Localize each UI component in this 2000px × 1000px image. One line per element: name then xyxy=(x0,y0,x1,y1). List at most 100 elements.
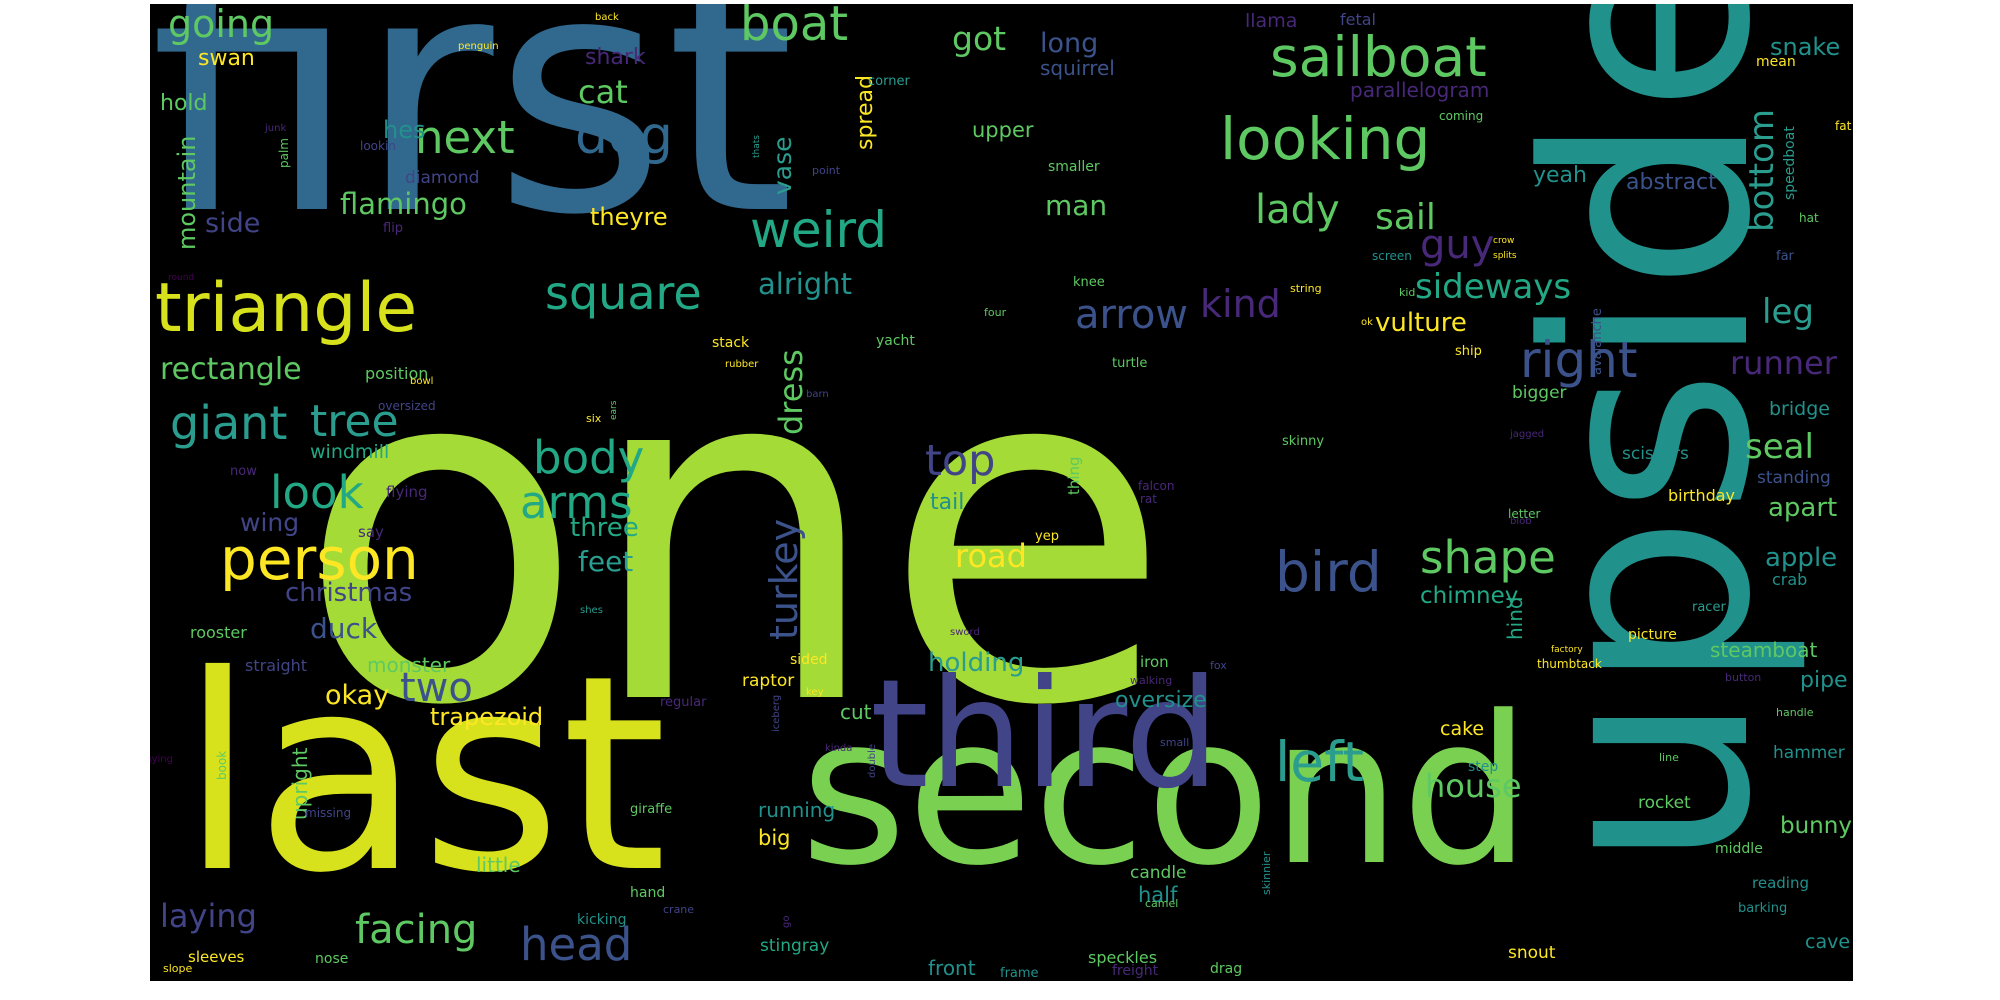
word-thing: thing xyxy=(1065,456,1083,495)
word-snout: snout xyxy=(1508,943,1556,963)
word-arms: arms xyxy=(520,476,633,529)
word-diamond: diamond xyxy=(405,168,480,188)
word-cake: cake xyxy=(1440,718,1485,740)
word-snake: snake xyxy=(1770,33,1841,61)
word-cat: cat xyxy=(578,73,628,111)
word-flip: flip xyxy=(383,221,404,236)
word-button: button xyxy=(1725,671,1762,684)
word-person: person xyxy=(220,525,419,593)
word-iceberg: iceberg xyxy=(771,694,782,732)
word-half: half xyxy=(1138,883,1178,907)
word-skinny: skinny xyxy=(1282,434,1325,449)
word-mean: mean xyxy=(1756,54,1796,70)
word-camel: camel xyxy=(1145,897,1179,910)
word-facing: facing xyxy=(355,907,478,953)
word-arrow: arrow xyxy=(1075,292,1189,338)
word-leg: leg xyxy=(1762,292,1814,332)
word-oversized: oversized xyxy=(378,399,436,413)
word-body: body xyxy=(533,431,645,484)
word-turkey: turkey xyxy=(762,518,806,640)
word-frame: frame xyxy=(1000,966,1039,981)
word-thats: thats xyxy=(752,135,762,158)
word-okay: okay xyxy=(325,680,390,711)
word-missing: missing xyxy=(305,806,352,820)
word-sail: sail xyxy=(1375,197,1436,238)
word-crow: crow xyxy=(1493,236,1515,246)
word-chimney: chimney xyxy=(1420,583,1519,609)
word-racer: racer xyxy=(1692,600,1726,615)
word-picture: picture xyxy=(1628,627,1677,643)
word-parallelogram: parallelogram xyxy=(1350,78,1490,102)
word-regular: regular xyxy=(660,695,707,710)
word-walking: walking xyxy=(1130,674,1173,687)
word-seal: seal xyxy=(1745,427,1814,467)
word-raptor: raptor xyxy=(742,671,795,691)
word-got: got xyxy=(952,19,1007,58)
word-straight: straight xyxy=(245,656,308,675)
word-six: six xyxy=(586,412,602,425)
word-fat: fat xyxy=(1835,119,1852,133)
word-corner: corner xyxy=(868,74,910,89)
word-small: small xyxy=(1160,736,1190,749)
word-round: round xyxy=(168,273,195,283)
word-standing: standing xyxy=(1757,468,1831,488)
word-second: second xyxy=(800,673,1532,911)
word-jagged: jagged xyxy=(1510,429,1545,440)
word-triangle: triangle xyxy=(155,269,418,348)
word-mountain: mountain xyxy=(173,135,201,250)
word-far: far xyxy=(1776,249,1794,264)
word-penguin: penguin xyxy=(458,41,499,52)
word-cloud: one first upside last second third triangle sai… xyxy=(150,4,1853,981)
word-sailboat: sailboat xyxy=(1270,25,1487,89)
word-kinda: kinda xyxy=(825,743,853,754)
word-bowl: bowl xyxy=(410,376,434,387)
word-string: string xyxy=(1290,282,1322,295)
word-letter: letter xyxy=(1508,507,1541,521)
word-barking: barking xyxy=(1738,901,1788,916)
word-little: little xyxy=(476,853,521,877)
word-barn: barn xyxy=(806,389,829,400)
word-guy: guy xyxy=(1420,222,1495,268)
word-first: first xyxy=(150,4,795,287)
word-right: right xyxy=(1520,331,1638,389)
word-kid: kid xyxy=(1399,286,1416,299)
word-freight: freight xyxy=(1112,963,1159,979)
word-position: position xyxy=(365,364,429,383)
word-blob: blob xyxy=(1510,516,1532,527)
word-three: three xyxy=(570,513,639,543)
word-candle: candle xyxy=(1130,863,1187,883)
word-house: house xyxy=(1425,767,1522,805)
word-vulture: vulture xyxy=(1375,308,1467,338)
word-looking: looking xyxy=(1220,105,1431,173)
word-sleeves: sleeves xyxy=(188,948,245,966)
word-factory: factory xyxy=(1551,645,1583,655)
word-abstract: abstract xyxy=(1626,170,1717,195)
word-rubber: rubber xyxy=(725,359,759,370)
word-laying: laying xyxy=(160,897,257,935)
word-double: double xyxy=(867,743,878,778)
word-square: square xyxy=(545,266,702,320)
word-crab: crab xyxy=(1772,570,1808,589)
word-smaller: smaller xyxy=(1048,159,1100,175)
word-praying: praying xyxy=(150,754,173,765)
word-birthday: birthday xyxy=(1668,486,1736,505)
word-cave: cave xyxy=(1805,931,1851,953)
word-long: long xyxy=(1040,28,1099,59)
word-hold: hold xyxy=(160,91,208,116)
word-say: say xyxy=(358,523,384,541)
word-fox: fox xyxy=(1210,659,1227,672)
word-sideways: sideways xyxy=(1415,267,1572,307)
word-pipe: pipe xyxy=(1800,668,1848,693)
word-bird: bird xyxy=(1275,540,1382,604)
word-avalanche: avalanche xyxy=(1590,308,1605,375)
word-wing: wing xyxy=(240,508,300,537)
word-flying: flying xyxy=(386,483,428,501)
word-iron: iron xyxy=(1140,653,1169,671)
word-upper: upper xyxy=(972,118,1034,142)
word-christmas: christmas xyxy=(285,578,413,608)
word-side: side xyxy=(205,208,261,239)
word-runner: runner xyxy=(1730,344,1837,382)
word-screen: screen xyxy=(1372,249,1412,263)
word-reading: reading xyxy=(1752,874,1809,892)
word-front: front xyxy=(928,956,976,980)
